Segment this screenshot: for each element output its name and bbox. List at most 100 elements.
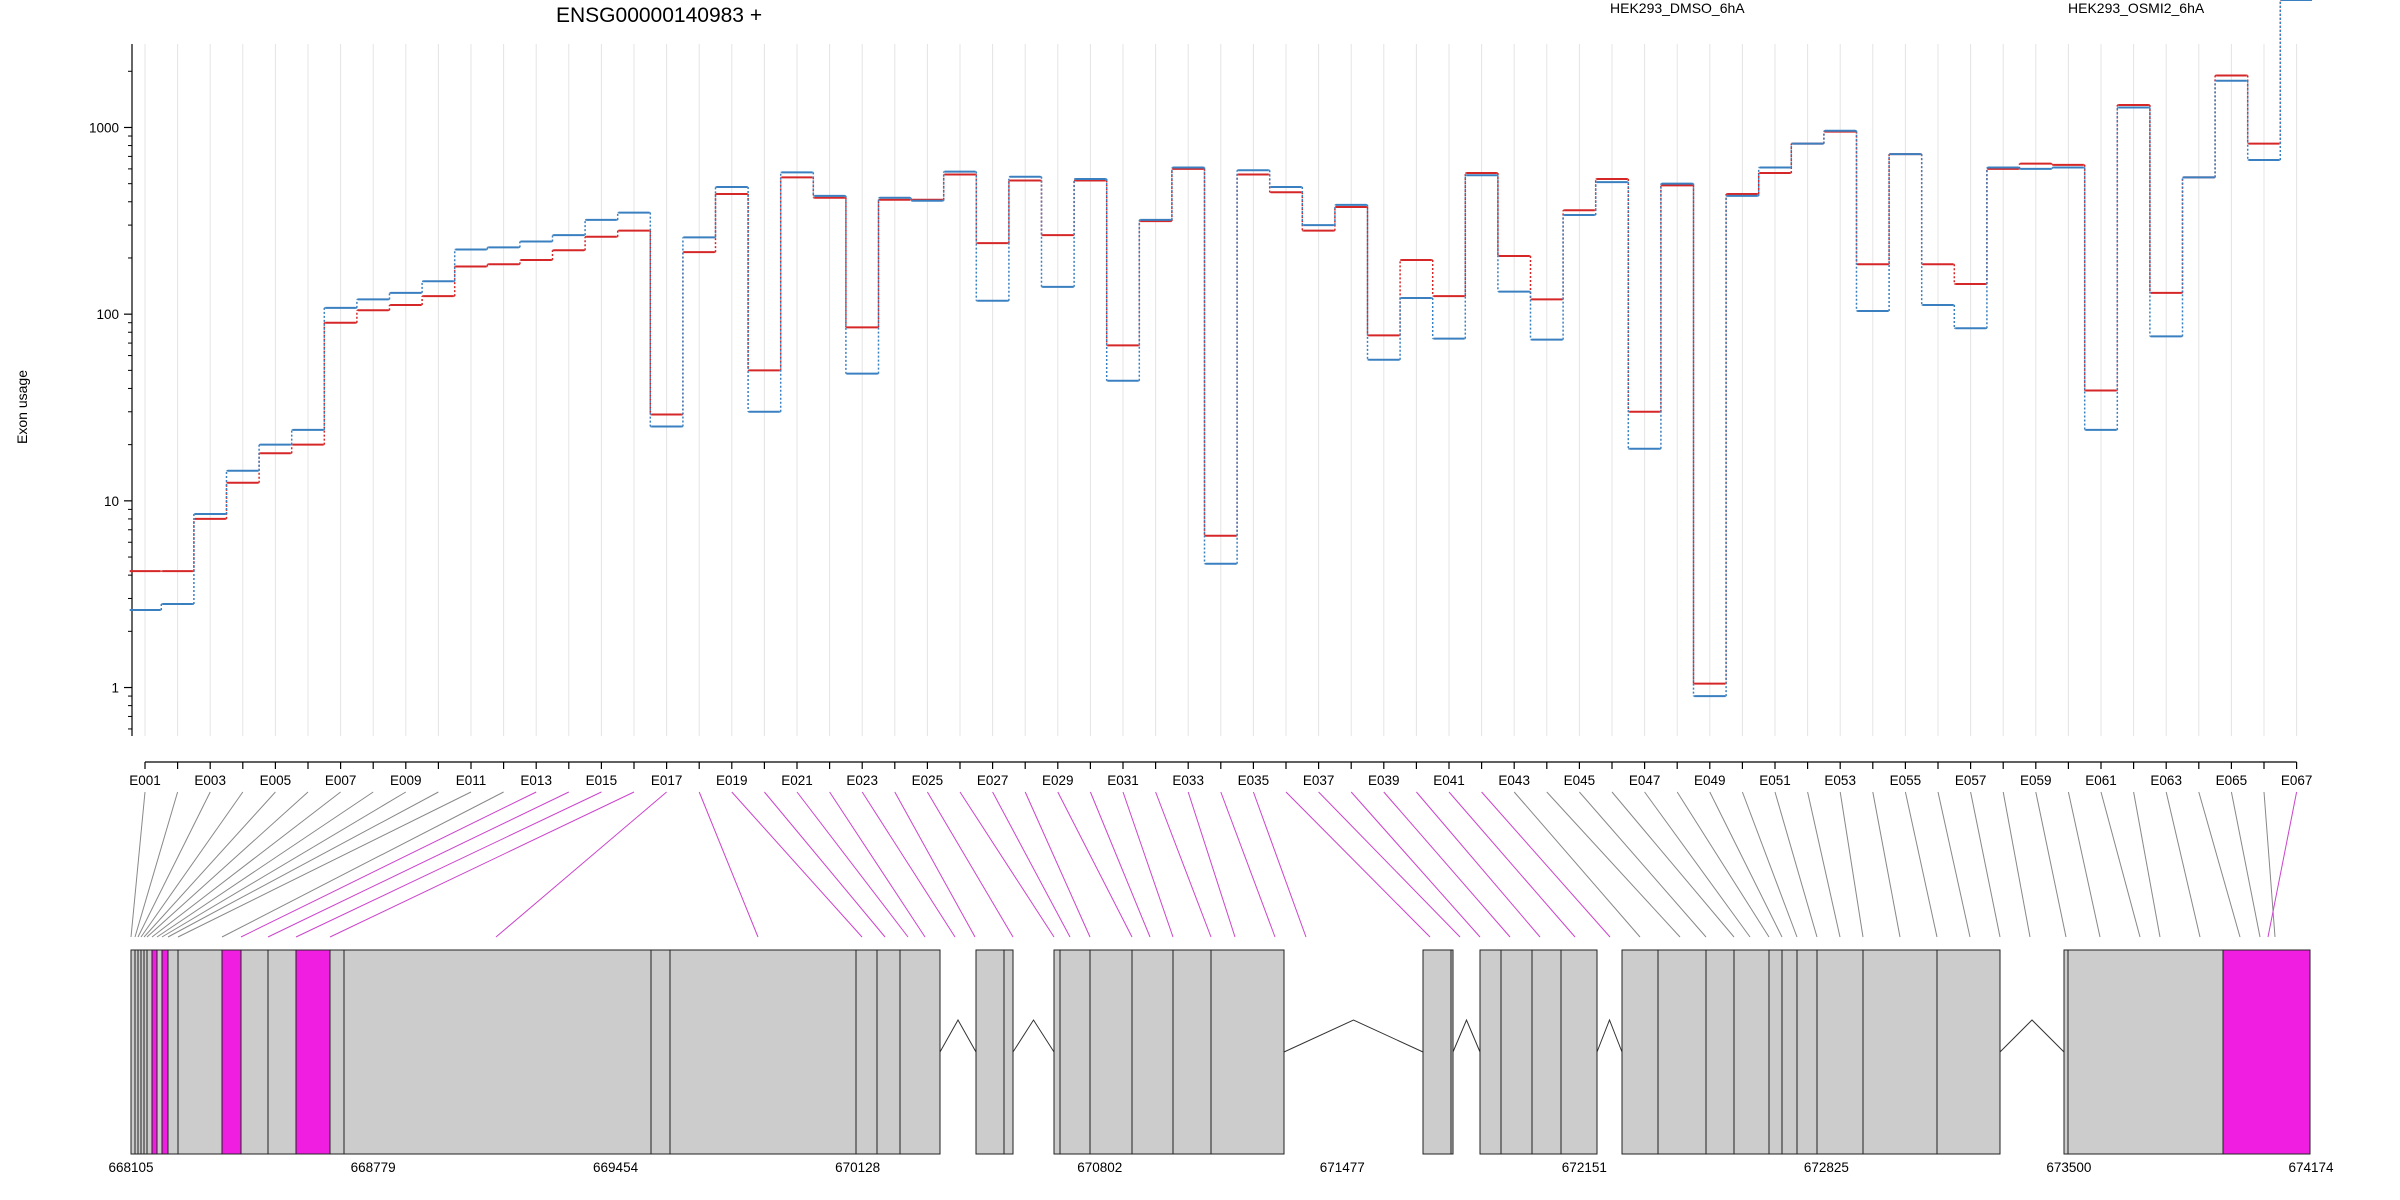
intron-connector <box>1452 1018 1481 1053</box>
bin-connector <box>1676 791 1770 938</box>
bin-connector <box>1057 791 1133 938</box>
bin-connector <box>130 791 146 938</box>
bin-connector <box>1513 791 1641 938</box>
bin-connector <box>1383 791 1511 938</box>
bin-tick-label: E041 <box>1433 773 1465 788</box>
exon-block <box>876 949 901 1155</box>
exon-block <box>650 949 671 1155</box>
bin-tick-label: E051 <box>1759 773 1791 788</box>
bin-tick-label: E065 <box>2216 773 2248 788</box>
bin-connector <box>2263 791 2276 938</box>
bin-tick-label: E029 <box>1042 773 1074 788</box>
bin-connector <box>1546 791 1681 938</box>
bin-connector <box>1155 791 1212 938</box>
bin-connector <box>1807 791 1841 938</box>
bin-tick-label: E015 <box>586 773 618 788</box>
bin-connector <box>295 791 602 938</box>
bin-connector <box>698 791 759 938</box>
chart-title: ENSG00000140983 + <box>556 4 762 27</box>
intron-connector <box>1283 1019 1424 1053</box>
bin-connector <box>2198 791 2241 938</box>
exon-block <box>975 949 1005 1155</box>
grid-lines <box>144 44 2298 736</box>
y-tick-label: 10 <box>104 494 119 509</box>
bin-connector <box>495 791 667 938</box>
exon-block <box>1059 949 1091 1155</box>
bin-tick-label: E067 <box>2281 773 2313 788</box>
exon-block <box>156 949 163 1155</box>
exon-block <box>177 949 223 1155</box>
bin-connector <box>1970 791 2001 938</box>
exon-block <box>1781 949 1798 1155</box>
bin-tick-label: E049 <box>1694 773 1726 788</box>
bin-tick-label: E063 <box>2150 773 2182 788</box>
exon-block <box>1172 949 1212 1155</box>
bin-connector <box>329 791 635 938</box>
exon-block <box>1862 949 1938 1155</box>
bin-connector <box>2165 791 2201 938</box>
bin-tick-label: E033 <box>1172 773 1204 788</box>
bin-connector <box>167 791 439 938</box>
bin-connector <box>2002 791 2031 938</box>
bin-connector <box>2067 791 2101 938</box>
legend-series-dmso: HEK293_DMSO_6hA <box>1610 0 1745 16</box>
bin-connector <box>1741 791 1798 938</box>
bin-connector <box>1318 791 1461 938</box>
bin-connector <box>894 791 976 938</box>
exon-block <box>1210 949 1285 1155</box>
bin-connector <box>134 791 179 938</box>
exon-block <box>167 949 179 1155</box>
bin-connector <box>137 791 211 938</box>
bin-connector <box>267 791 570 938</box>
exon-block <box>343 949 652 1155</box>
highlighted-exon-block <box>151 949 158 1155</box>
exon-block <box>329 949 345 1155</box>
exon-block <box>669 949 857 1155</box>
bin-connector <box>1285 791 1431 938</box>
bin-tick-label: E005 <box>260 773 292 788</box>
bin-tick-label: E053 <box>1824 773 1856 788</box>
bin-connector <box>992 791 1071 938</box>
bin-connector <box>1448 791 1576 938</box>
genomic-tick-label: 670802 <box>1077 1160 1122 1175</box>
bin-tick-label: E013 <box>520 773 552 788</box>
bin-tick-label: E059 <box>2020 773 2052 788</box>
bin-tick-label: E003 <box>194 773 226 788</box>
legend-series-osmi2: HEK293_OSMI2_6hA <box>2068 0 2205 16</box>
y-axis: 1 10 100 1000 <box>89 44 133 736</box>
bin-connector <box>2267 791 2298 938</box>
bin-tick-label: E055 <box>1890 773 1922 788</box>
bin-connector <box>1122 791 1174 938</box>
y-tick-label: 1 <box>111 681 119 696</box>
genomic-tick-label: 668105 <box>108 1160 153 1175</box>
exon-block <box>855 949 878 1155</box>
bin-connector <box>1611 791 1735 938</box>
bin-tick-label: E035 <box>1238 773 1270 788</box>
exon-block <box>1450 949 1454 1155</box>
genomic-tick-label: 668779 <box>351 1160 396 1175</box>
exon-block <box>1816 949 1864 1155</box>
intron-connector <box>1596 1018 1623 1053</box>
bin-connector <box>221 791 504 938</box>
exon-block <box>1621 949 1659 1155</box>
bin-connector <box>1774 791 1818 938</box>
bin-connector <box>1904 791 1938 938</box>
bin-tick-label: E025 <box>912 773 944 788</box>
exon-block <box>1657 949 1707 1155</box>
intron-connector <box>1999 1019 2065 1053</box>
exon-block <box>130 949 136 1155</box>
exon-block <box>267 949 297 1155</box>
exon-block <box>146 949 153 1155</box>
bin-connector <box>1252 791 1307 938</box>
bin-tick-label: E057 <box>1955 773 1987 788</box>
exon-bin-axis: E001 E003 E005 E007 E009 E011 E013 E015 E017 E019… <box>129 761 2313 788</box>
bin-tick-label: E061 <box>2085 773 2117 788</box>
bin-connector <box>146 791 309 938</box>
y-axis-label: Exon usage <box>14 370 30 444</box>
exon-block <box>1705 949 1735 1155</box>
series-osmi2 <box>129 0 2312 698</box>
bin-connector <box>829 791 926 938</box>
y-tick-label: 1000 <box>89 120 119 135</box>
